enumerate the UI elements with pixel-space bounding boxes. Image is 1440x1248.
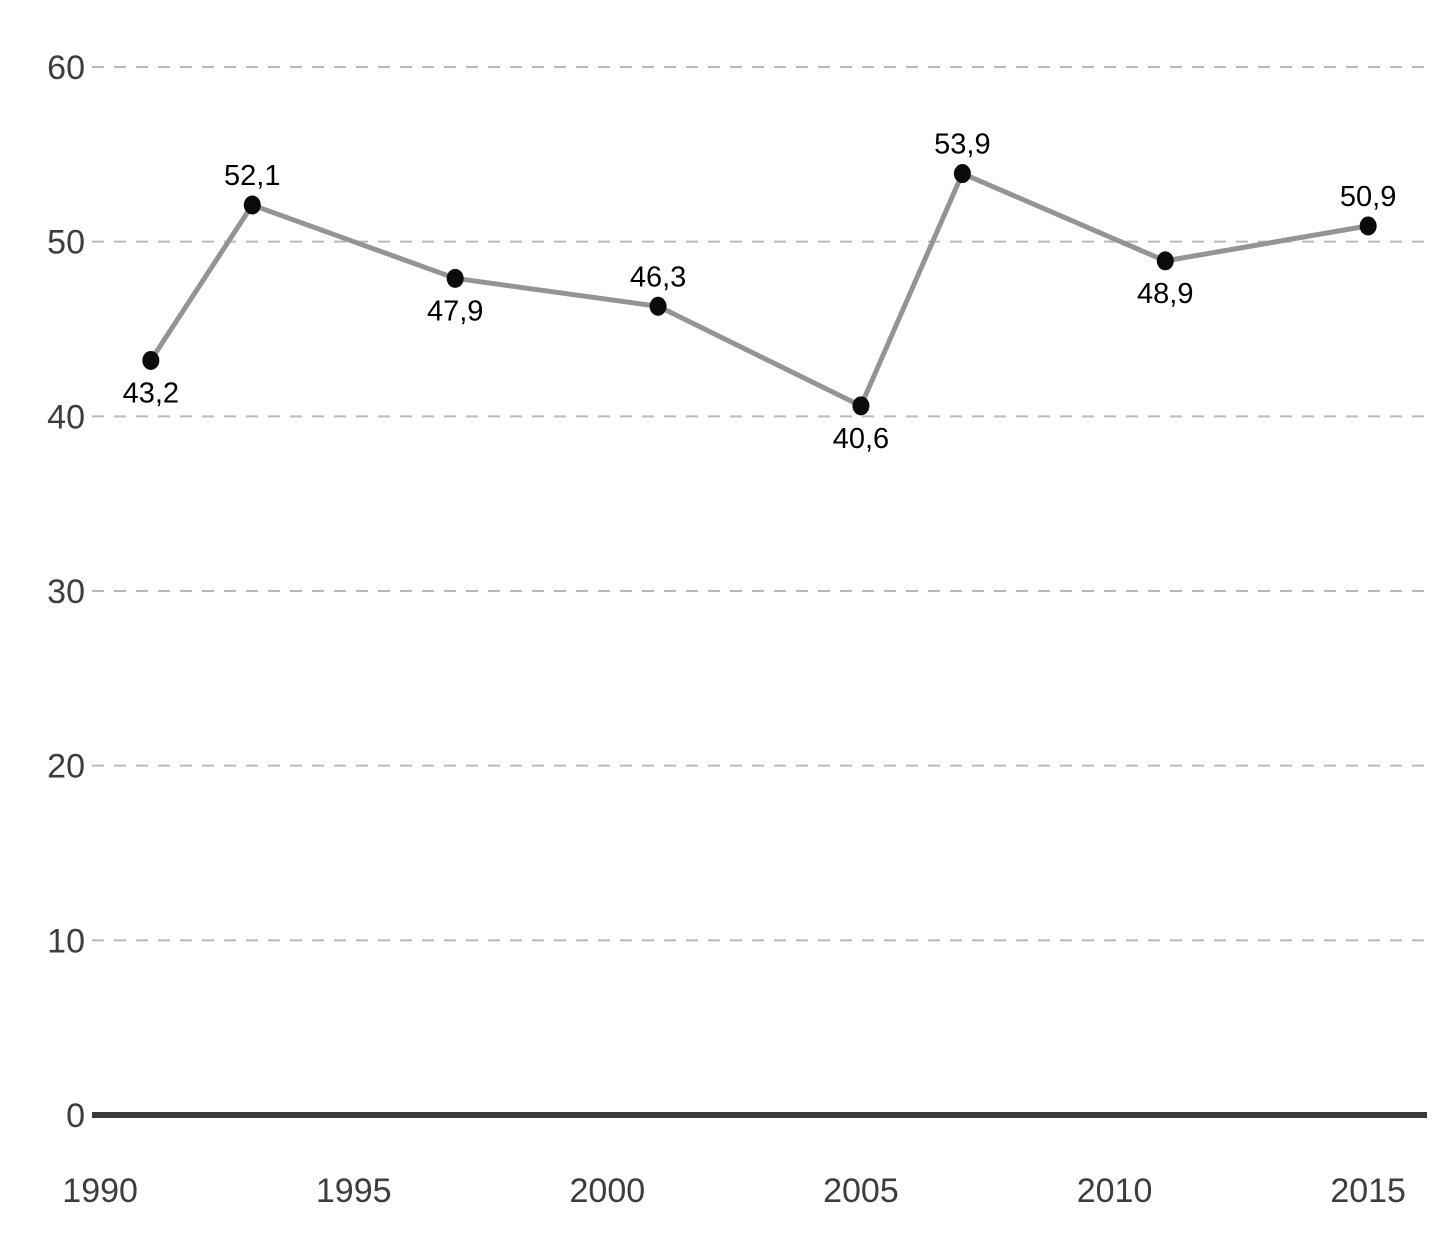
data-point-marker [1359, 216, 1377, 236]
y-axis-tick-label: 30 [47, 573, 85, 611]
x-axis-tick-label: 2000 [570, 1172, 646, 1210]
y-axis-tick-label: 0 [66, 1097, 85, 1135]
data-point-marker [446, 268, 464, 288]
y-axis-tick-label: 60 [47, 49, 85, 87]
y-axis-tick-label: 50 [47, 224, 85, 262]
data-point-label: 50,9 [1340, 181, 1396, 213]
series-line [148, 171, 1371, 409]
data-point-marker [649, 296, 667, 316]
y-axis-tick-label: 10 [47, 922, 85, 960]
x-axis-tick-label: 1995 [316, 1172, 392, 1210]
data-point-marker [1156, 251, 1174, 271]
x-axis-tick-label: 2010 [1077, 1172, 1153, 1210]
data-point-label: 53,9 [934, 129, 990, 161]
data-point-label: 47,9 [427, 295, 483, 327]
y-axis-tick-label: 40 [47, 398, 85, 436]
x-axis-tick-label: 1990 [62, 1172, 138, 1210]
data-point-label: 40,6 [833, 423, 889, 455]
data-point-label: 46,3 [630, 261, 686, 293]
data-point-marker [142, 350, 160, 370]
data-point-label: 43,2 [123, 377, 179, 409]
data-point-label: 52,1 [224, 160, 280, 192]
x-axis-tick-label: 2015 [1330, 1172, 1406, 1210]
data-point-marker [953, 164, 971, 184]
data-point-label: 48,9 [1137, 278, 1193, 310]
y-axis-tick-label: 20 [47, 748, 85, 786]
x-axis-tick-label: 2005 [823, 1172, 899, 1210]
data-point-marker [243, 195, 261, 215]
data-point-marker [852, 396, 870, 416]
